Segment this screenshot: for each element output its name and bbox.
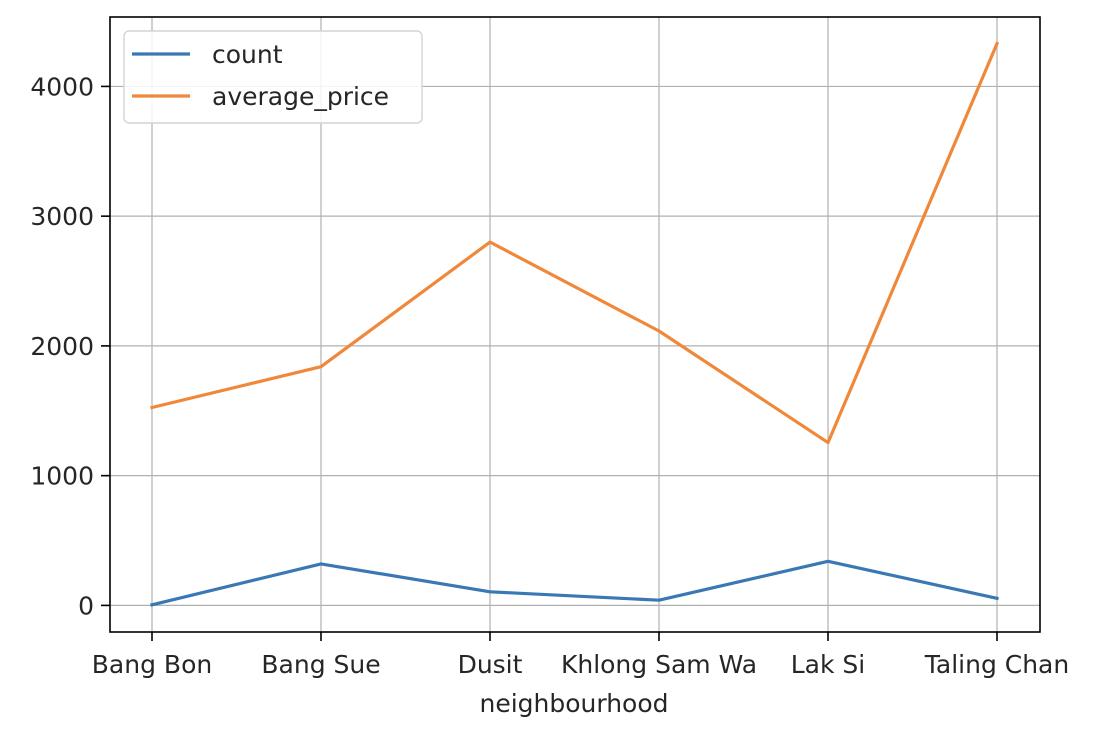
y-tick-label: 2000 [30,332,94,361]
plot-frame [109,16,1041,633]
x-tick-label: Khlong Sam Wa [561,650,757,679]
series-line-average-price [150,41,1000,445]
legend-box [123,30,423,124]
y-tick-label: 0 [78,591,94,620]
x-tick-label: Bang Bon [92,650,212,679]
legend-label: average_price [212,82,389,111]
y-tick-label: 4000 [30,72,94,101]
x-tick-label: Bang Sue [261,650,380,679]
y-tick-label: 1000 [30,462,94,491]
x-tick-label: Dusit [458,650,523,679]
axes: Bang Bon Bang Sue Dusit Khlong Sam Wa Lak Si… [30,72,1069,679]
series-line-count [150,559,999,607]
x-tick-label: Taling Chan [924,650,1069,679]
legend-label: count [212,40,283,69]
x-axis-label: neighbourhood [479,689,668,718]
legend: count average_price [123,30,423,124]
plot-series [150,41,1000,607]
y-tick-label: 3000 [30,202,94,231]
x-tick-label: Lak Si [791,650,866,679]
